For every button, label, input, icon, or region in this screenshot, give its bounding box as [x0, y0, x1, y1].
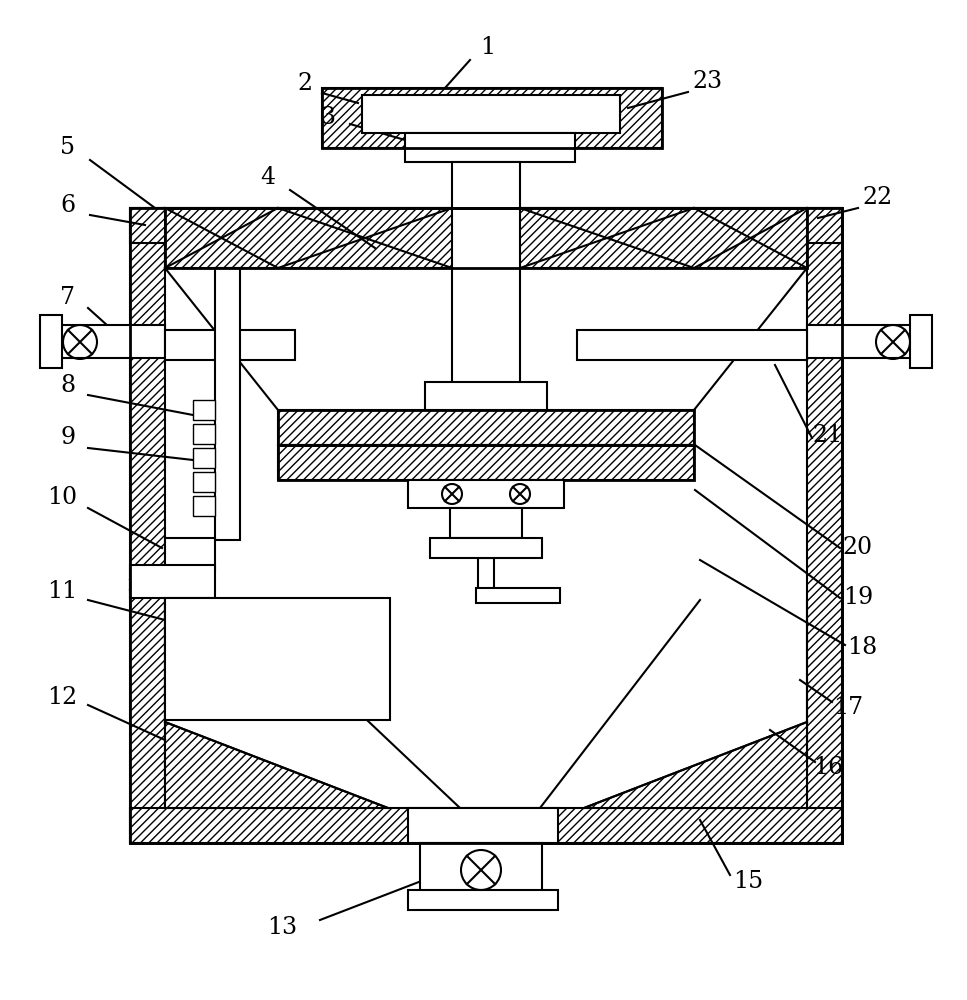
Text: 17: 17 [833, 696, 864, 720]
Bar [130, 565, 215, 598]
Bar [278, 445, 694, 480]
Bar [165, 208, 807, 268]
Text: 5: 5 [61, 136, 75, 159]
Text: 2: 2 [298, 72, 312, 95]
Bar [193, 424, 215, 444]
Bar [165, 538, 215, 570]
Text: 18: 18 [847, 637, 877, 660]
Polygon shape [584, 722, 807, 808]
Text: 15: 15 [733, 870, 763, 894]
Bar [425, 382, 547, 410]
Text: 11: 11 [46, 580, 77, 603]
Bar [278, 445, 694, 480]
Bar [430, 538, 542, 558]
Bar [40, 315, 62, 368]
Bar [420, 843, 542, 895]
Bar [193, 448, 215, 468]
Text: 12: 12 [46, 686, 77, 710]
Bar [322, 88, 662, 148]
Text: 22: 22 [863, 186, 894, 210]
Text: 4: 4 [260, 166, 276, 190]
Bar [452, 162, 520, 387]
Bar [807, 325, 917, 358]
Bar [130, 208, 842, 843]
Text: 16: 16 [813, 756, 843, 780]
Bar [476, 588, 560, 603]
Bar [322, 88, 662, 148]
Bar [130, 208, 842, 843]
Bar [577, 330, 807, 360]
Bar [55, 325, 165, 358]
Text: 21: 21 [813, 424, 843, 446]
Bar [807, 208, 842, 843]
Text: 20: 20 [843, 536, 873, 560]
Bar [165, 208, 807, 268]
Bar [193, 472, 215, 492]
Bar [130, 208, 842, 243]
Text: 1: 1 [481, 36, 495, 60]
Bar [910, 315, 932, 368]
Polygon shape [165, 722, 388, 808]
Text: 3: 3 [320, 106, 336, 129]
Bar [408, 808, 558, 843]
Bar [165, 330, 295, 360]
Bar [362, 95, 620, 133]
Text: 19: 19 [843, 586, 873, 609]
Bar [478, 558, 494, 600]
Bar [278, 410, 694, 445]
Bar [215, 268, 240, 540]
Text: 6: 6 [60, 194, 75, 217]
Text: 7: 7 [61, 286, 75, 310]
Text: 10: 10 [47, 487, 77, 510]
Bar [408, 480, 564, 508]
Text: 13: 13 [267, 916, 297, 940]
Bar [193, 496, 215, 516]
Text: 9: 9 [60, 426, 75, 450]
Bar [130, 208, 165, 843]
Text: 23: 23 [693, 70, 723, 94]
Bar [165, 598, 390, 720]
Bar [405, 133, 575, 162]
Bar [278, 410, 694, 445]
Text: 14: 14 [473, 874, 503, 896]
Text: 8: 8 [60, 373, 75, 396]
Bar [408, 890, 558, 910]
Bar [193, 400, 215, 420]
Bar [130, 808, 842, 843]
Bar [450, 508, 522, 538]
